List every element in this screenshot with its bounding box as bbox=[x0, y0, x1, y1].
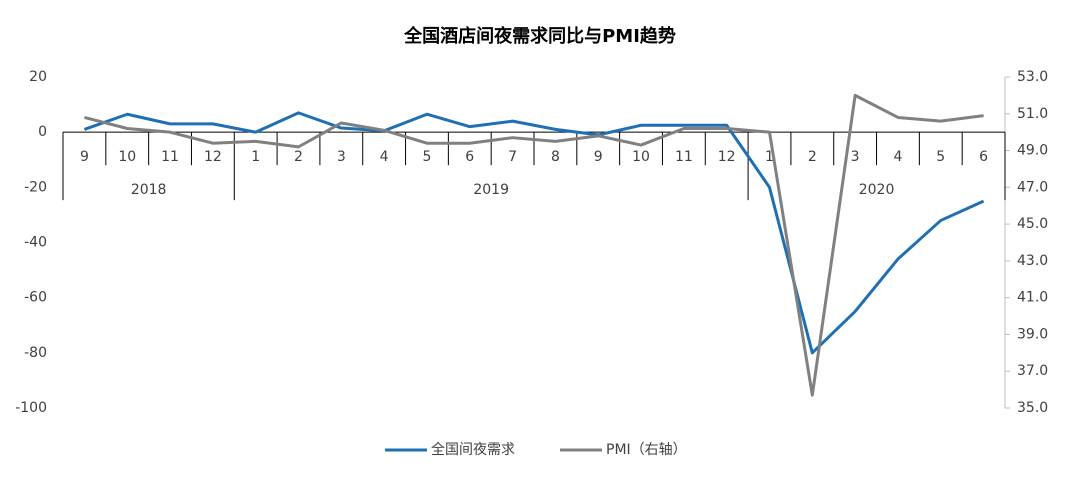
x-tick-label: 4 bbox=[380, 149, 389, 165]
y-tick-label: -20 bbox=[24, 179, 47, 195]
x-tick-label: 6 bbox=[979, 149, 988, 165]
x-tick-label: 12 bbox=[204, 149, 222, 165]
x-tick-label: 2 bbox=[808, 149, 817, 165]
y-tick-label: -40 bbox=[24, 235, 47, 251]
y2-tick-label: 53.0 bbox=[1017, 69, 1048, 85]
x-tick-label: 11 bbox=[675, 149, 693, 165]
y-tick-label: -60 bbox=[24, 290, 47, 306]
y2-tick-label: 45.0 bbox=[1017, 216, 1048, 232]
y-tick-label: -100 bbox=[15, 400, 47, 416]
x-tick-label: 7 bbox=[508, 149, 517, 165]
x-tick-label: 9 bbox=[594, 149, 603, 165]
x-tick-label: 3 bbox=[337, 149, 346, 165]
y2-tick-label: 49.0 bbox=[1017, 143, 1048, 159]
y-tick-label: -80 bbox=[24, 345, 47, 361]
y2-tick-label: 41.0 bbox=[1017, 290, 1048, 306]
x-tick-label: 4 bbox=[893, 149, 902, 165]
y2-tick-label: 39.0 bbox=[1017, 326, 1048, 342]
legend-label: 全国间夜需求 bbox=[431, 441, 515, 458]
series-line bbox=[84, 93, 984, 397]
year-label: 2019 bbox=[473, 182, 509, 198]
x-tick-label: 5 bbox=[422, 149, 431, 165]
series-line bbox=[83, 111, 985, 355]
y-tick-label: 20 bbox=[29, 69, 47, 85]
x-tick-label: 8 bbox=[551, 149, 560, 165]
x-tick-label: 1 bbox=[251, 149, 260, 165]
y2-tick-label: 43.0 bbox=[1017, 253, 1048, 269]
x-tick-label: 5 bbox=[936, 149, 945, 165]
x-tick-label: 10 bbox=[118, 149, 136, 165]
x-tick-label: 2 bbox=[294, 149, 303, 165]
x-tick-label: 6 bbox=[465, 149, 474, 165]
x-tick-label: 1 bbox=[765, 149, 774, 165]
x-tick-label: 3 bbox=[851, 149, 860, 165]
year-label: 2018 bbox=[131, 182, 167, 198]
legend-label: PMI（右轴） bbox=[606, 442, 687, 458]
chart-title: 全国酒店间夜需求同比与PMI趋势 bbox=[403, 25, 676, 47]
x-tick-label: 11 bbox=[161, 149, 179, 165]
y2-tick-label: 51.0 bbox=[1017, 106, 1048, 122]
y2-tick-label: 37.0 bbox=[1017, 363, 1048, 379]
y2-tick-label: 47.0 bbox=[1017, 179, 1048, 195]
y2-tick-label: 35.0 bbox=[1017, 400, 1048, 416]
x-tick-label: 12 bbox=[718, 149, 736, 165]
y-tick-label: 0 bbox=[38, 124, 47, 140]
x-tick-label: 10 bbox=[632, 149, 650, 165]
year-label: 2020 bbox=[859, 182, 895, 198]
x-tick-label: 9 bbox=[80, 149, 89, 165]
